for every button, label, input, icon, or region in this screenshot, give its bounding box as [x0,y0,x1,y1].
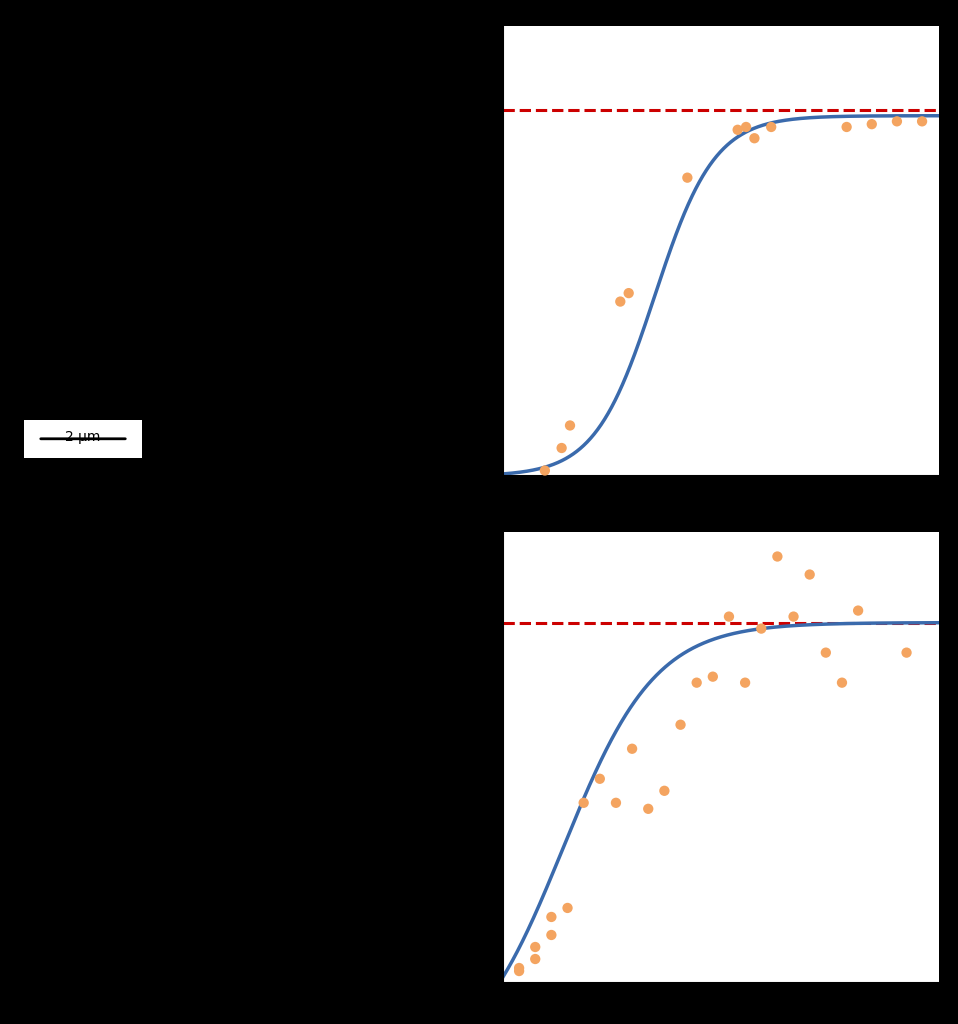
Point [754,621,769,637]
Point [625,740,640,757]
Point [914,113,929,129]
Point [562,418,578,434]
Point [834,675,850,691]
Point [738,675,753,691]
Point [786,608,801,625]
Point [864,116,879,132]
Point [608,795,624,811]
Point [641,801,656,817]
Point [739,119,754,135]
Point [730,122,745,138]
Point [851,602,866,618]
Point [537,463,553,479]
Y-axis label: Number of seals: Number of seals [431,676,449,840]
Point [673,717,688,733]
Point [705,669,720,685]
Point [559,900,575,916]
Point [889,113,904,129]
Point [621,285,636,301]
Point [576,795,591,811]
Text: 2 μm: 2 μm [65,429,101,443]
Point [554,440,569,457]
Point [657,782,673,799]
Point [512,959,527,976]
Point [528,939,543,955]
Point [769,548,785,564]
Point [544,927,559,943]
X-axis label: Year: Year [698,1014,743,1024]
Y-axis label: Amount of yeast: Amount of yeast [450,168,468,334]
Bar [24,420,143,458]
Point [689,675,704,691]
Point [613,293,628,309]
Point [512,963,527,979]
Point [721,608,737,625]
Point [679,169,695,186]
Point [747,130,763,146]
Point [528,951,543,968]
Point [544,908,559,925]
Point [802,566,817,583]
X-axis label: Hours: Hours [691,507,751,524]
Point [592,771,607,787]
Point [764,119,779,135]
Point [839,119,855,135]
Point [818,644,833,660]
Point [899,644,914,660]
